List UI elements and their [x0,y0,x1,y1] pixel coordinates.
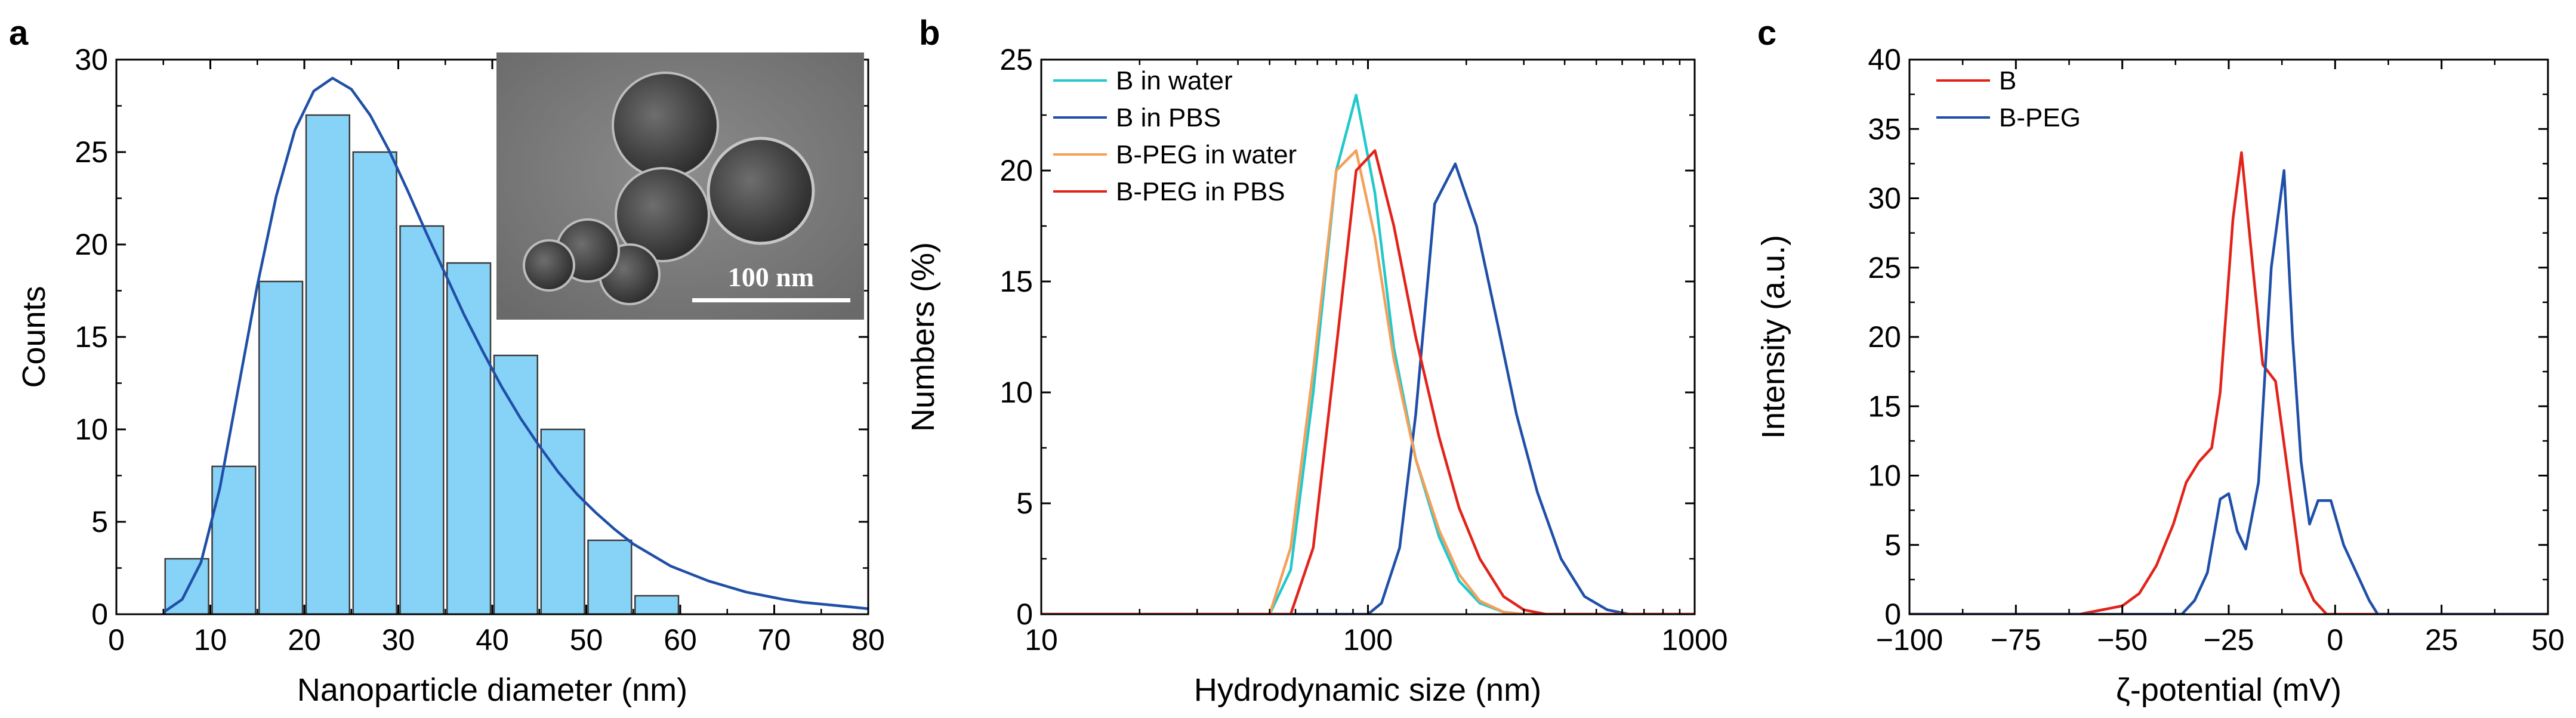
series-line [1041,162,1695,614]
y-axis-label: Intensity (a.u.) [1756,235,1791,439]
histogram-bar [352,151,397,615]
y-tick-label: 5 [1016,487,1033,520]
x-tick-label: 50 [570,623,603,657]
panel-b-dls: 10 100 1000 0 5 10 15 20 25 B in water B in PBS B-… [905,43,1728,708]
y-axis-label: Numbers (%) [905,242,941,432]
axis-ticks: −100 −75 −50 −25 0 25 50 0 5 10 15 20 25 30 35 40 [1868,43,2564,657]
legend-label: B in PBS [1116,103,1221,132]
legend: B in water B in PBS B-PEG in water B-PEG in… [1053,66,1297,206]
y-tick-label: 35 [1868,112,1901,146]
histogram-bar [305,114,350,615]
zeta-lines [1909,151,2548,614]
particle [612,72,719,179]
legend-label: B-PEG [1999,103,2081,132]
x-tick-label: −50 [2097,623,2148,657]
histogram-bar [634,595,680,615]
fit-curve [162,76,868,614]
panel-c-zeta: −100 −75 −50 −25 0 25 50 0 5 10 15 20 25 30 35 40 B B-PE… [1756,43,2565,708]
x-tick-label: 100 [1343,623,1393,657]
y-tick-label: 15 [999,265,1033,298]
x-tick-label: 10 [194,623,227,657]
x-tick-label: 40 [476,623,509,657]
histogram-bars [164,114,680,615]
y-tick-label: 30 [75,43,108,76]
y-tick-label: 20 [1868,320,1901,354]
particle [523,239,575,292]
histogram-bar [446,262,492,615]
particle [707,137,815,245]
y-tick-label: 5 [91,505,108,538]
panel-a-letter: a [9,14,29,52]
x-tick-label: 25 [2425,623,2458,657]
series-line [1041,149,1695,614]
x-axis-label: Nanoparticle diameter (nm) [297,672,687,708]
series-line [1909,169,2548,614]
legend-label: B in water [1116,66,1233,95]
y-tick-label: 15 [75,320,108,354]
histogram-bar [258,280,304,615]
histogram-bar [399,225,445,615]
y-tick-label: 5 [1884,528,1901,562]
x-tick-label: 50 [2531,623,2565,657]
x-tick-label: −100 [1876,623,1943,657]
y-tick-label: 10 [75,413,108,446]
x-tick-label: 60 [664,623,697,657]
legend-label: B-PEG in PBS [1116,177,1285,206]
histogram-bar [587,539,633,615]
particle [615,167,710,262]
series-line [1041,149,1695,614]
y-tick-label: 10 [999,376,1033,409]
x-tick-label: 10 [1025,623,1058,657]
y-tick-label: 15 [1868,389,1901,423]
dls-lines [1041,94,1695,614]
x-tick-label: −25 [2204,623,2254,657]
y-tick-label: 25 [1868,251,1901,284]
y-tick-label: 0 [1016,598,1033,631]
x-tick-label: 80 [852,623,885,657]
y-tick-label: 20 [999,154,1033,187]
x-tick-label: 20 [288,623,321,657]
fit-curve-group [162,76,868,614]
scale-bar-label: 100 nm [728,262,814,292]
x-tick-label: 0 [2327,623,2343,657]
y-axis-label: Counts [16,286,52,388]
axis-ticks: 10 100 1000 0 5 10 15 20 25 [999,43,1727,657]
y-tick-label: 0 [1884,598,1901,631]
panel-b-letter: b [919,14,940,52]
series-line [1041,94,1695,614]
x-tick-label: 1000 [1661,623,1727,657]
x-tick-label: 0 [108,623,125,657]
y-tick-label: 0 [91,598,108,631]
x-tick-label: 70 [758,623,791,657]
x-tick-label: −75 [1991,623,2041,657]
panel-c-letter: c [1757,14,1776,52]
y-tick-label: 40 [1868,43,1901,76]
y-tick-label: 20 [75,228,108,261]
legend-label: B [1999,66,2016,95]
y-tick-label: 25 [75,135,108,169]
tem-inset-image: 100 nm [496,52,864,320]
series-line [1909,151,2548,614]
x-tick-label: 30 [382,623,415,657]
legend: B B-PEG [1936,66,2081,132]
axes-frame [1908,58,2549,615]
y-tick-label: 25 [999,43,1033,76]
x-axis-label: Hydrodynamic size (nm) [1194,672,1541,708]
panel-a-histogram: 0 10 20 30 40 50 60 70 80 0 5 10 15 20 25 30 Nanopartic… [16,43,885,708]
y-tick-label: 30 [1868,182,1901,215]
legend-label: B-PEG in water [1116,140,1297,169]
y-tick-label: 10 [1868,459,1901,493]
histogram-bar [493,354,538,615]
x-axis-label: ζ-potential (mV) [2116,672,2341,708]
